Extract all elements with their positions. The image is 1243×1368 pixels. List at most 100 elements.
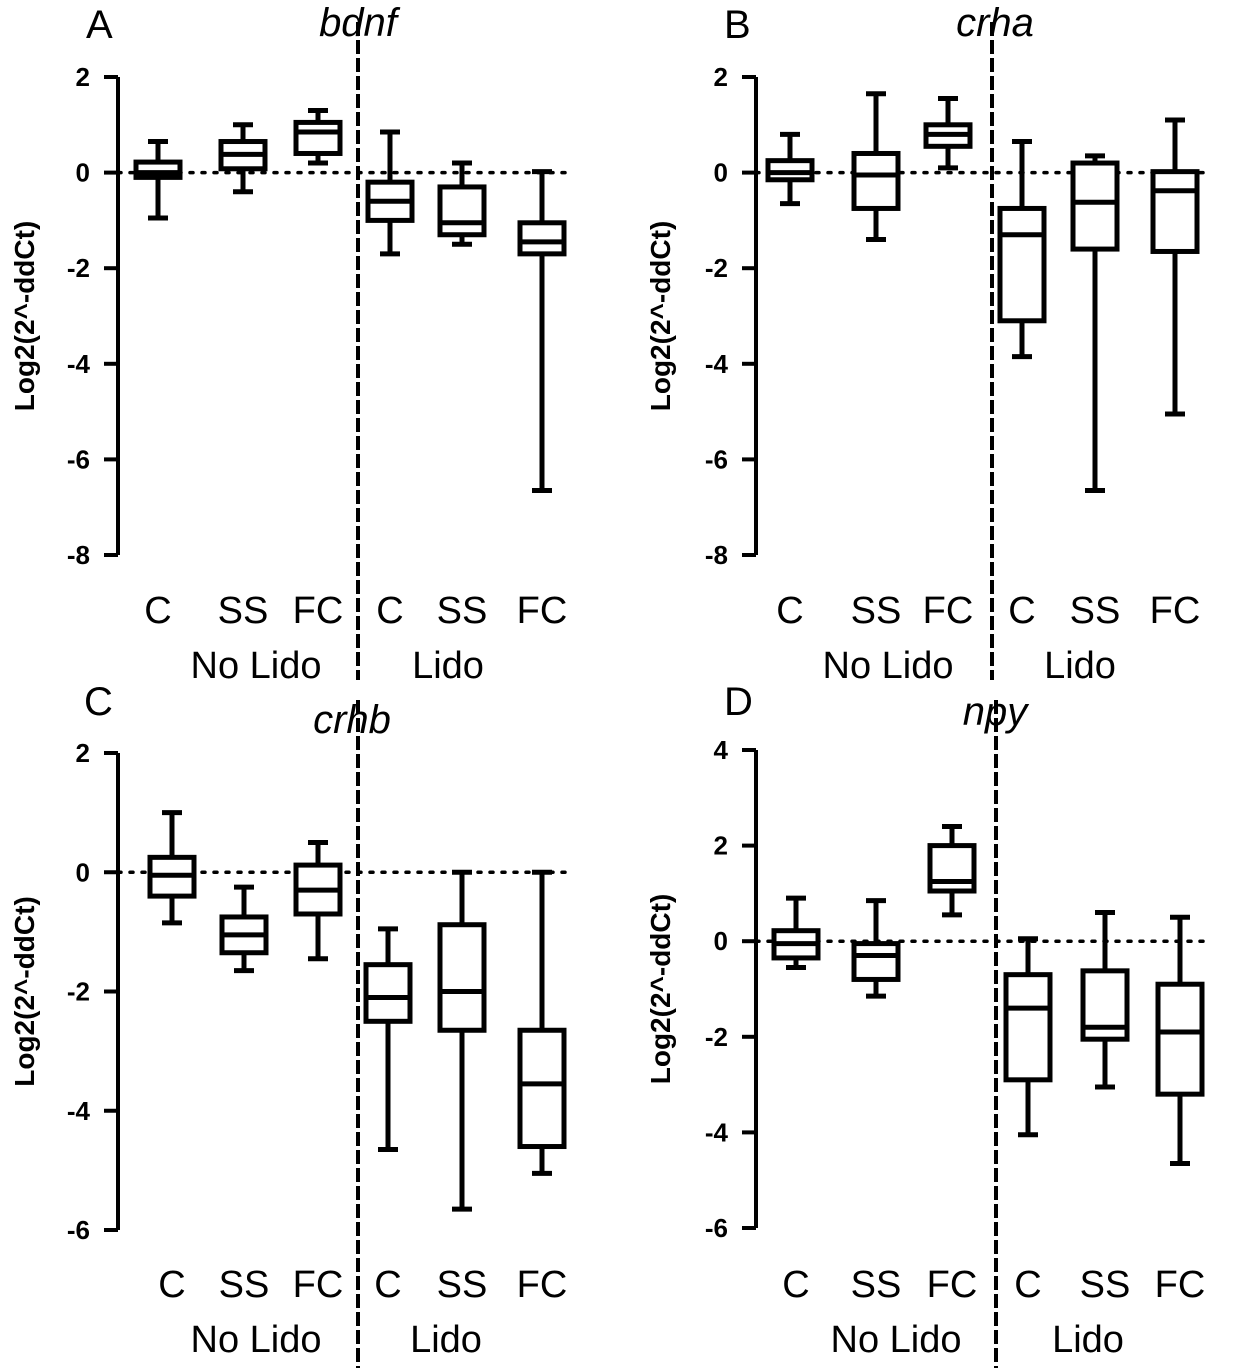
box-no-lido-c: [133, 139, 183, 221]
panel-letter: A: [86, 3, 113, 47]
box-no-lido-fc: [293, 839, 343, 962]
box-iqr: [1070, 160, 1120, 252]
box-no-lido-fc: [293, 107, 343, 166]
box-iqr: [997, 205, 1047, 324]
box-iqr: [437, 184, 487, 238]
box-no-lido-c: [147, 810, 197, 926]
x-category-label: FC: [517, 590, 568, 632]
box-lido-c: [363, 926, 413, 1153]
x-category-label: C: [374, 1264, 401, 1306]
box-lido-fc: [1150, 117, 1200, 417]
chart-title: crha: [956, 1, 1034, 45]
group-label-lido: Lido: [1052, 1319, 1124, 1361]
x-category-label: FC: [293, 590, 344, 632]
x-category-label: SS: [1080, 1264, 1131, 1306]
y-tick-label: 2: [714, 831, 728, 861]
y-tick-label: -4: [67, 349, 91, 379]
x-category-label: SS: [437, 1264, 488, 1306]
x-category-label: C: [1008, 590, 1035, 632]
y-tick-label: -4: [705, 349, 729, 379]
box-lido-c: [365, 129, 415, 257]
x-category-label: SS: [851, 590, 902, 632]
box-iqr: [851, 150, 901, 211]
group-label-no-lido: No Lido: [823, 645, 954, 687]
y-tick-label: -2: [67, 977, 90, 1007]
y-tick-label: -4: [705, 1117, 729, 1147]
y-tick-label: 2: [76, 738, 90, 768]
box-no-lido-c: [771, 895, 821, 970]
y-axis-title: Log2(2^-ddCt): [9, 896, 40, 1087]
panel-letter: D: [724, 680, 753, 724]
x-category-label: SS: [219, 1264, 270, 1306]
x-category-label: FC: [517, 1264, 568, 1306]
box-lido-fc: [1155, 914, 1205, 1166]
x-category-label: SS: [218, 590, 269, 632]
y-axis-title: Log2(2^-ddCt): [645, 894, 676, 1085]
box-lido-fc: [517, 869, 567, 1176]
box-no-lido-ss: [218, 122, 268, 195]
box-iqr: [1150, 169, 1200, 254]
box-iqr: [851, 941, 901, 982]
box-lido-ss: [1070, 153, 1120, 493]
x-category-label: SS: [437, 590, 488, 632]
box-no-lido-fc: [923, 96, 973, 171]
box-iqr: [927, 843, 977, 894]
box-no-lido-ss: [851, 898, 901, 999]
box-no-lido-c: [765, 131, 815, 207]
group-label-lido: Lido: [410, 1319, 482, 1361]
x-category-label: FC: [927, 1264, 978, 1306]
x-category-label: SS: [1070, 590, 1121, 632]
box-lido-fc: [517, 169, 567, 493]
box-no-lido-ss: [219, 884, 269, 974]
y-tick-label: -6: [67, 1215, 90, 1245]
x-category-label: C: [376, 590, 403, 632]
y-tick-label: 0: [714, 158, 728, 188]
y-tick-label: -2: [705, 253, 728, 283]
x-category-label: FC: [923, 590, 974, 632]
y-axis-title: Log2(2^-ddCt): [9, 221, 40, 412]
group-label-no-lido: No Lido: [191, 1319, 322, 1361]
box-iqr: [293, 119, 343, 156]
y-tick-label: 4: [714, 735, 729, 765]
y-tick-label: 2: [76, 62, 90, 92]
y-tick-label: -6: [67, 444, 90, 474]
y-tick-label: -4: [67, 1096, 91, 1126]
box-lido-c: [997, 139, 1047, 360]
y-tick-label: -6: [705, 444, 728, 474]
x-category-label: C: [1014, 1264, 1041, 1306]
box-iqr: [1155, 981, 1205, 1097]
y-tick-label: 0: [76, 857, 90, 887]
x-category-label: C: [776, 590, 803, 632]
box-iqr: [363, 962, 413, 1024]
box-lido-ss: [437, 160, 487, 247]
box-iqr: [1003, 972, 1053, 1083]
box-iqr: [517, 220, 567, 257]
chart-title: crhb: [313, 698, 391, 742]
box-lido-c: [1003, 936, 1053, 1138]
y-tick-label: -8: [705, 540, 728, 570]
panel-letter: B: [724, 3, 751, 47]
y-axis-title: Log2(2^-ddCt): [645, 221, 676, 412]
box-no-lido-ss: [851, 91, 901, 243]
x-category-label: SS: [851, 1264, 902, 1306]
group-label-no-lido: No Lido: [831, 1319, 962, 1361]
y-tick-label: -8: [67, 540, 90, 570]
group-label-lido: Lido: [1044, 645, 1116, 687]
x-category-label: C: [782, 1264, 809, 1306]
box-lido-ss: [1080, 910, 1130, 1090]
y-tick-label: -2: [67, 253, 90, 283]
y-tick-label: -2: [705, 1022, 728, 1052]
x-category-label: C: [144, 590, 171, 632]
x-category-label: FC: [1150, 590, 1201, 632]
y-tick-label: 2: [714, 62, 728, 92]
group-label-no-lido: No Lido: [191, 645, 322, 687]
x-category-label: FC: [1155, 1264, 1206, 1306]
box-iqr: [517, 1027, 567, 1150]
panel-letter: C: [84, 680, 113, 724]
box-iqr: [437, 922, 487, 1033]
